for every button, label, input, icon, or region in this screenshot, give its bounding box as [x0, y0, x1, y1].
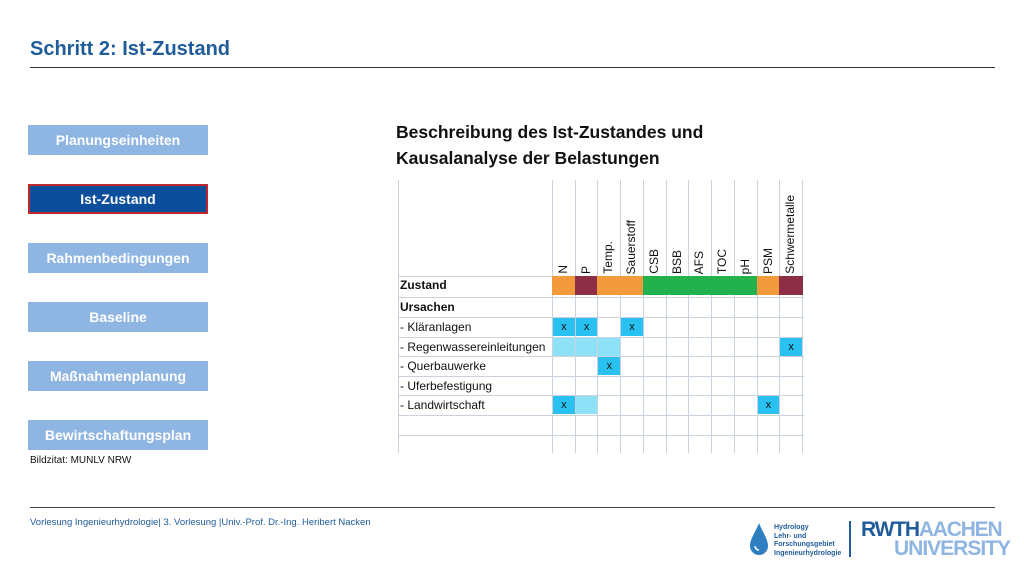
cause-row-label: - Kläranlagen	[400, 320, 472, 334]
zustand-cell	[779, 276, 803, 295]
nav-button-baseline[interactable]: Baseline	[28, 302, 208, 332]
nav-button-planungseinheiten[interactable]: Planungseinheiten	[28, 125, 208, 155]
nav-button-maßnahmenplanung[interactable]: Maßnahmenplanung	[28, 361, 208, 391]
zustand-cell	[642, 276, 667, 295]
grid-line	[643, 180, 644, 453]
rwth-word: RWTH	[861, 518, 920, 541]
page-title: Schritt 2: Ist-Zustand	[30, 38, 231, 60]
column-header: TOC	[711, 182, 733, 274]
grid-line	[734, 180, 735, 453]
impact-shaded-cell	[575, 338, 598, 356]
impact-mark-cell: x	[621, 318, 643, 336]
heading-line-2: Kausalanalyse der Belastungen	[396, 148, 660, 168]
cause-row-label: - Regenwassereinleitungen	[400, 340, 546, 354]
grid-line	[398, 297, 804, 298]
zustand-cell	[711, 276, 735, 295]
grid-line	[398, 435, 804, 436]
column-header-label: TOC	[715, 248, 729, 274]
grid-line	[398, 376, 804, 377]
zustand-cell	[688, 276, 712, 295]
grid-line	[398, 415, 804, 416]
grid-line	[552, 180, 553, 453]
column-header: PSM	[757, 182, 779, 274]
column-header: CSB	[643, 182, 665, 274]
grid-line	[398, 337, 804, 338]
zustand-cell	[620, 276, 644, 295]
column-header-label: BSB	[670, 249, 684, 274]
grid-line	[575, 180, 576, 453]
column-header-label: Sauerstoff	[624, 219, 638, 274]
grid-line	[398, 356, 804, 357]
grid-line	[620, 180, 621, 453]
grid-line	[666, 180, 667, 453]
cause-row-label: - Landwirtschaft	[400, 398, 485, 412]
impact-mark-cell: x	[757, 396, 780, 414]
pressure-matrix: N P Temp. Sauerstoff CSB BSB AFS TOC pH PSM Schwer…	[398, 180, 804, 453]
footer-text: Vorlesung Ingenieurhydrologie| 3. Vorles…	[30, 517, 371, 528]
impact-mark-cell: x	[575, 318, 598, 336]
zustand-cell	[552, 276, 576, 295]
impact-mark-cell: x	[598, 357, 621, 375]
logo-line-4: Ingenieurhydrologie	[774, 549, 842, 557]
logo-line-3: Forschungsgebiet	[774, 541, 835, 548]
grid-line	[398, 395, 804, 396]
column-header-label: Temp.	[601, 241, 615, 274]
nav-button-bewirtschaftungsplan[interactable]: Bewirtschaftungsplan	[28, 420, 208, 450]
grid-line	[802, 180, 803, 453]
cause-row-label: - Querbauwerke	[400, 359, 487, 373]
ursachen-label: Ursachen	[400, 300, 455, 314]
footer-divider	[30, 507, 995, 508]
column-header: AFS	[688, 182, 710, 274]
column-header-label: AFS	[692, 250, 706, 274]
impact-shaded-cell	[575, 396, 598, 414]
logo-separator	[849, 521, 851, 557]
column-header-label: PSM	[761, 247, 775, 274]
zustand-cell	[756, 276, 780, 295]
grid-line	[757, 180, 758, 453]
heading-line-1: Beschreibung des Ist-Zustandes und	[396, 122, 704, 142]
grid-line	[398, 317, 804, 318]
column-header-label: Schwermetalle	[783, 195, 797, 274]
nav-button-ist-zustand[interactable]: Ist-Zustand	[28, 184, 208, 214]
slide-heading: Beschreibung des Ist-Zustandes und Kausa…	[396, 119, 703, 171]
column-header: N	[552, 182, 574, 274]
nav-button-rahmenbedingungen[interactable]: Rahmenbedingungen	[28, 243, 208, 273]
column-header-label: P	[579, 265, 593, 274]
column-header: Schwermetalle	[779, 182, 801, 274]
column-header: BSB	[666, 182, 688, 274]
zustand-cell	[574, 276, 598, 295]
column-header: Sauerstoff	[620, 182, 642, 274]
impact-mark-cell: x	[553, 318, 575, 336]
impact-shaded-cell	[553, 338, 575, 356]
hydrology-logo-text: Hydrology Lehr- und Forschungsgebiet Ing…	[774, 524, 841, 558]
logo-line-2: Lehr- und	[774, 532, 807, 540]
logo-line-1: Hydrology	[774, 524, 809, 531]
grid-line	[398, 180, 399, 453]
water-drop-icon	[748, 522, 770, 561]
zustand-cell	[665, 276, 689, 295]
zustand-cell	[733, 276, 758, 295]
grid-line	[688, 180, 689, 453]
column-header-label: N	[556, 265, 570, 274]
column-header: P	[575, 182, 597, 274]
title-divider	[30, 67, 995, 68]
impact-mark-cell: x	[553, 396, 575, 414]
rwth-logo-top: RWTHAACHEN	[861, 518, 1003, 541]
column-header: pH	[734, 182, 756, 274]
column-header-label: pH	[738, 258, 752, 274]
image-credit: Bildzitat: MUNLV NRW	[30, 455, 132, 466]
impact-mark-cell: x	[780, 338, 803, 356]
zustand-label: Zustand	[400, 278, 447, 292]
grid-line	[597, 180, 598, 453]
grid-line	[779, 180, 780, 453]
rwth-logo-bottom: UNIVERSITY	[894, 537, 1011, 560]
column-header: Temp.	[597, 182, 619, 274]
impact-shaded-cell	[598, 338, 621, 356]
grid-line	[711, 180, 712, 453]
aachen-word: AACHEN	[918, 518, 1003, 541]
zustand-cell	[597, 276, 621, 295]
column-header-label: CSB	[647, 249, 661, 274]
cause-row-label: - Uferbefestigung	[400, 379, 493, 393]
